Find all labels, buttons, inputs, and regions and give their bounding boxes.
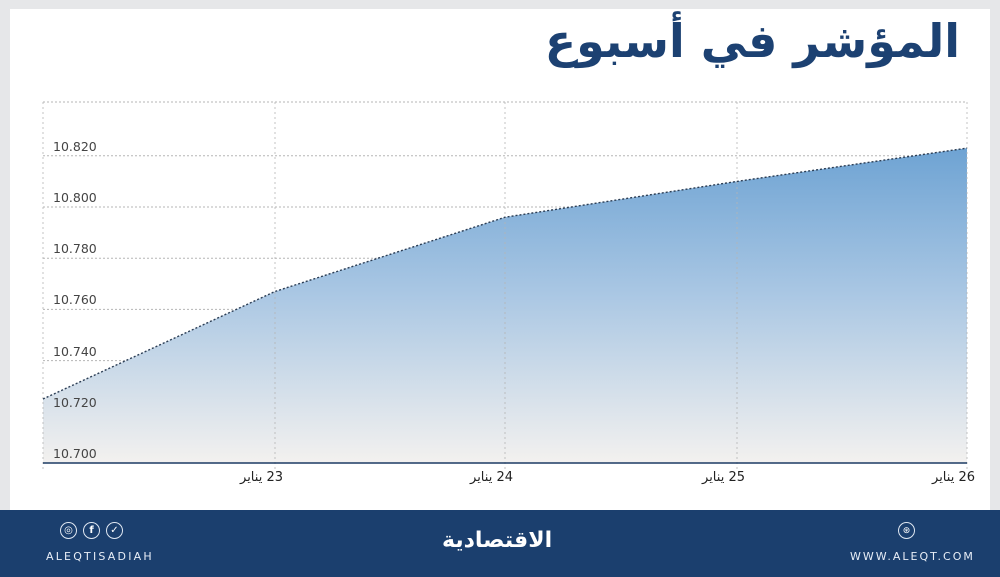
y-tick-label: 10.800	[53, 190, 97, 205]
y-tick-label: 10.720	[53, 394, 97, 410]
globe-icon: ⊛	[898, 522, 915, 539]
twitter-icon[interactable]: ✓	[106, 522, 123, 539]
social-links: ◎ f ✓	[60, 522, 123, 539]
area-chart	[42, 101, 968, 469]
facebook-icon[interactable]: f	[83, 522, 100, 539]
series-line	[42, 147, 968, 400]
vertical-gridlines-overlay	[42, 102, 968, 469]
chart-title: المؤشر في أسبوع	[544, 14, 961, 68]
y-tick-label: 10.700	[53, 446, 97, 461]
brand-logo: الاقتصادية	[442, 528, 553, 553]
y-tick-label: 10.760	[53, 292, 97, 308]
area-fill	[43, 148, 967, 463]
y-tick-label: 10.820	[53, 138, 97, 154]
y-tick-label: 10.780	[53, 241, 97, 257]
x-tick-label: 23 يناير	[240, 470, 283, 485]
x-tick-label: 25 يناير	[702, 470, 745, 485]
y-tick-label: 10.740	[53, 343, 97, 359]
website-link[interactable]: WWW.ALEQT.COM	[850, 550, 975, 563]
footer-bar: ◎ f ✓ ALEQTISADIAH الاقتصادية ⊛ WWW.ALEQ…	[0, 510, 1000, 577]
x-tick-label: 26 يناير	[932, 470, 975, 485]
x-tick-label: 24 يناير	[470, 470, 513, 485]
instagram-icon[interactable]: ◎	[60, 522, 77, 539]
social-handle: ALEQTISADIAH	[46, 550, 154, 563]
